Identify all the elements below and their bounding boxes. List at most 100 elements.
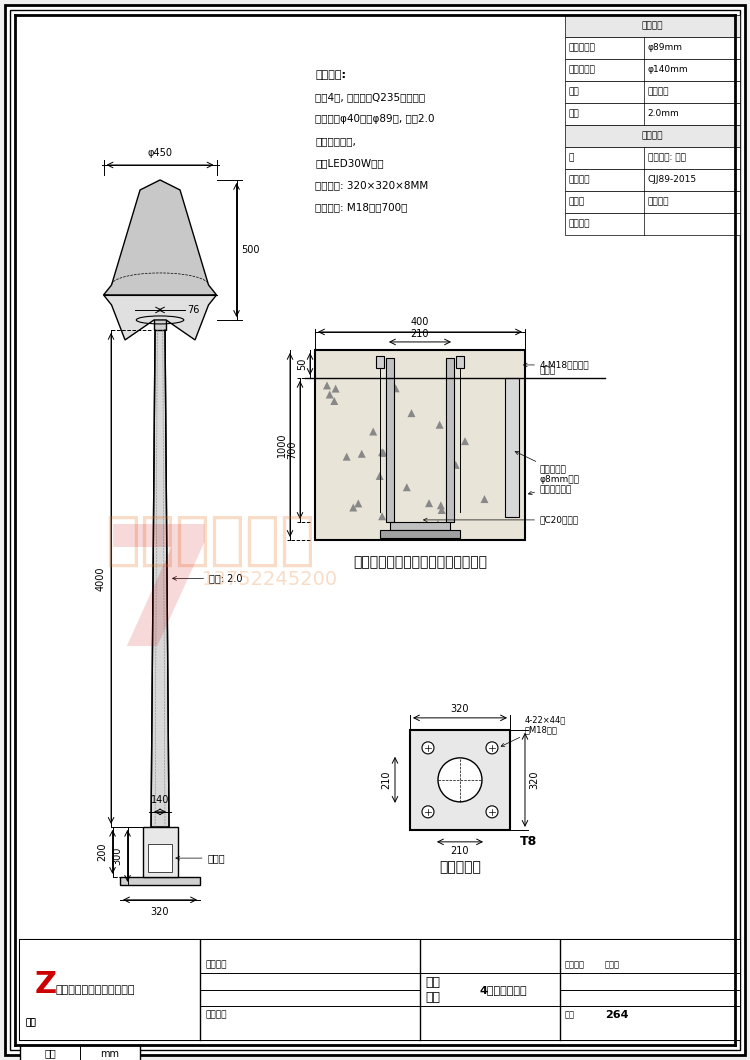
Text: φ8mm圆钢
与柱螺杆焊接: φ8mm圆钢 与柱螺杆焊接 (529, 475, 580, 495)
Text: 壁厚: 壁厚 (569, 109, 580, 119)
Text: 材料: 材料 (569, 88, 580, 96)
Bar (390, 522, 450, 530)
Text: 光源LED30W光源: 光源LED30W光源 (315, 158, 384, 167)
Text: 2.0mm: 2.0mm (648, 109, 680, 119)
Text: 材质描述:: 材质描述: (315, 70, 346, 80)
Text: 砼C20混凝土: 砼C20混凝土 (424, 515, 579, 525)
Polygon shape (104, 295, 217, 340)
Text: 76: 76 (187, 305, 200, 315)
Text: 授权日期: 授权日期 (569, 219, 590, 229)
Polygon shape (403, 483, 411, 491)
Text: 1000: 1000 (277, 432, 287, 457)
Text: 300: 300 (112, 847, 122, 865)
Polygon shape (104, 180, 217, 300)
Polygon shape (376, 472, 384, 480)
Text: 4米单头幺脑灯: 4米单头幺脑灯 (480, 985, 527, 995)
Text: 地笼尺寸: M18螺杆700高: 地笼尺寸: M18螺杆700高 (315, 202, 407, 212)
Text: Z: Z (35, 970, 57, 1000)
Text: 210: 210 (381, 771, 391, 789)
Text: 电缆穿线管: 电缆穿线管 (515, 452, 567, 475)
Bar (20, 1045, 140, 1060)
Text: 500: 500 (242, 245, 260, 255)
Text: 总高4米, 灯杆采用Q235镰材制做: 总高4米, 灯杆采用Q235镰材制做 (315, 92, 425, 102)
Text: CJJ89-2015: CJJ89-2015 (648, 176, 697, 184)
Polygon shape (481, 495, 488, 504)
Text: 七度照明: 七度照明 (648, 197, 669, 207)
Polygon shape (392, 385, 400, 392)
Bar (315, 350, 525, 540)
Polygon shape (506, 406, 515, 413)
Bar (20, 940, 200, 1040)
Text: 东菞七度照明科技有限公司: 东菞七度照明科技有限公司 (55, 985, 134, 995)
Polygon shape (326, 390, 334, 399)
Text: 客户名称: 客户名称 (205, 960, 226, 969)
Text: 数量: 数量 (565, 1010, 575, 1020)
Bar (376, 356, 384, 368)
Text: 图纸
名称: 图纸 名称 (425, 976, 440, 1004)
Polygon shape (452, 461, 460, 469)
Text: 灯杆上口径: 灯杆上口径 (569, 43, 596, 53)
Bar (565, 125, 740, 147)
Text: 喷塑颜色: 砂面: 喷塑颜色: 砂面 (648, 154, 686, 162)
Bar (200, 940, 420, 1040)
Text: 配奶铝制灯具,: 配奶铝制灯具, (315, 136, 356, 146)
Bar (565, 103, 740, 125)
Text: 设计: 设计 (25, 1019, 36, 1027)
Bar (148, 845, 172, 871)
Text: 13752245200: 13752245200 (202, 570, 338, 589)
Polygon shape (378, 512, 386, 520)
Text: 表面要求: 表面要求 (642, 131, 663, 141)
Polygon shape (436, 421, 443, 428)
Polygon shape (343, 453, 351, 461)
Polygon shape (151, 330, 169, 827)
Bar (410, 730, 510, 830)
Text: 检验标准: 检验标准 (569, 176, 590, 184)
Circle shape (422, 742, 434, 754)
Text: 400: 400 (411, 317, 429, 326)
Text: 210: 210 (451, 846, 470, 855)
Polygon shape (434, 520, 442, 528)
Text: 140: 140 (151, 795, 170, 805)
Bar (565, 191, 740, 213)
Bar (565, 169, 740, 191)
Text: mm: mm (100, 1048, 119, 1059)
Text: 200: 200 (98, 843, 107, 861)
Text: 尺寸参数: 尺寸参数 (642, 21, 663, 31)
Text: 320: 320 (151, 907, 170, 917)
Polygon shape (425, 499, 433, 507)
Text: 键锌镰管: 键锌镰管 (648, 88, 669, 96)
Polygon shape (358, 449, 366, 458)
Text: 检修门: 检修门 (176, 853, 225, 863)
Text: 7: 7 (102, 518, 218, 682)
Polygon shape (332, 385, 340, 392)
Polygon shape (378, 448, 386, 456)
Text: 地平面: 地平面 (540, 366, 556, 375)
Polygon shape (323, 382, 331, 389)
Polygon shape (407, 409, 416, 418)
Text: 东莞七度照明: 东莞七度照明 (105, 511, 315, 568)
Bar (565, 59, 740, 81)
Bar (20, 940, 740, 1040)
Polygon shape (380, 449, 388, 457)
Bar (565, 147, 740, 169)
Bar (565, 81, 740, 103)
Circle shape (422, 806, 434, 818)
Text: T8: T8 (520, 835, 537, 848)
Circle shape (438, 758, 482, 801)
Bar (560, 940, 740, 1040)
Text: 法兰尺寸图: 法兰尺寸图 (439, 860, 481, 873)
Text: 单位: 单位 (44, 1048, 56, 1059)
Text: 210: 210 (411, 329, 429, 339)
Text: 灯杆下口径: 灯杆下口径 (569, 66, 596, 74)
Bar (142, 827, 178, 877)
Text: 预埋基础图（视现场地面强度需要）: 预埋基础图（视现场地面强度需要） (353, 554, 487, 569)
Text: 700: 700 (287, 441, 297, 459)
Bar (386, 358, 394, 522)
Text: φ89mm: φ89mm (648, 43, 682, 53)
Text: 320: 320 (529, 771, 539, 789)
Circle shape (486, 806, 498, 818)
Text: 漆: 漆 (569, 154, 574, 162)
Text: 264: 264 (605, 1010, 628, 1020)
Text: 50: 50 (297, 357, 307, 370)
Polygon shape (350, 504, 357, 512)
